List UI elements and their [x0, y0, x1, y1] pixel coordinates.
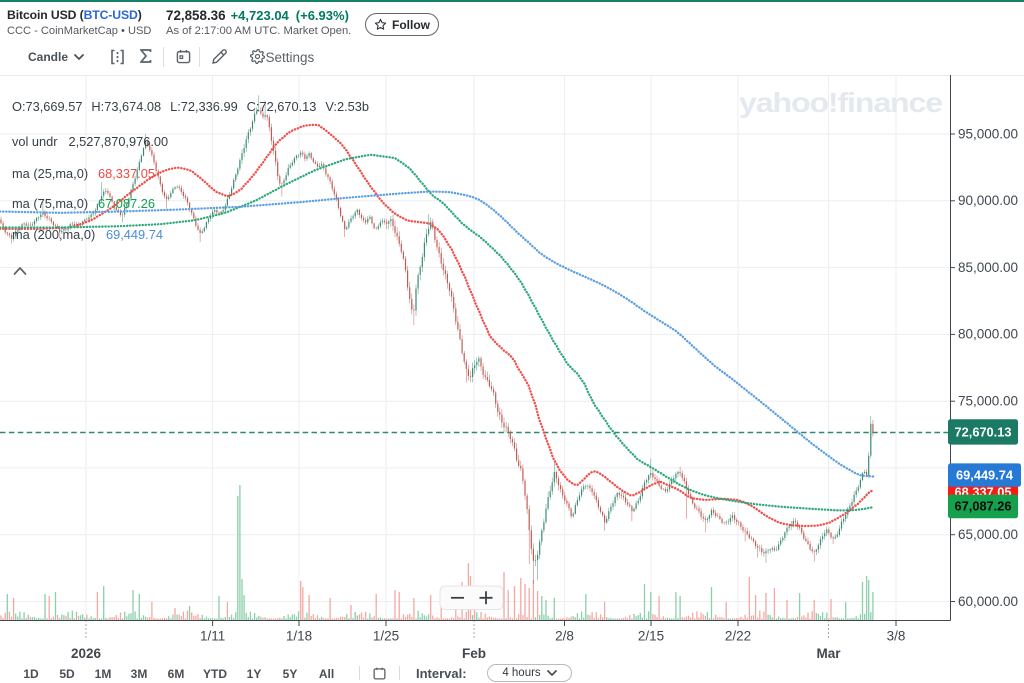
svg-text:ma (75,ma,0): ma (75,ma,0)	[12, 196, 88, 211]
svg-text:Feb: Feb	[462, 646, 486, 661]
svg-text:2026: 2026	[71, 646, 102, 661]
svg-text:67,087.26: 67,087.26	[98, 196, 155, 211]
svg-text:1/11: 1/11	[200, 629, 225, 644]
svg-text:95,000.00: 95,000.00	[958, 126, 1018, 141]
svg-text:90,000.00: 90,000.00	[958, 193, 1018, 208]
svg-text:75,000.00: 75,000.00	[958, 394, 1018, 409]
svg-text:2/22: 2/22	[725, 629, 751, 644]
svg-text:vol undr: vol undr	[12, 134, 58, 149]
svg-text:68,337.05: 68,337.05	[98, 166, 155, 181]
svg-text:69,449.74: 69,449.74	[106, 227, 163, 242]
svg-text:80,000.00: 80,000.00	[958, 327, 1018, 342]
svg-text:85,000.00: 85,000.00	[958, 260, 1018, 275]
svg-text:69,449.74: 69,449.74	[956, 468, 1014, 483]
svg-text:67,087.26: 67,087.26	[955, 499, 1012, 514]
svg-text:1/18: 1/18	[286, 629, 312, 644]
svg-text:ma (200,ma,0): ma (200,ma,0)	[12, 227, 95, 242]
svg-text:2,527,870,976.00: 2,527,870,976.00	[69, 134, 169, 149]
svg-text:Mar: Mar	[816, 646, 841, 661]
svg-text:65,000.00: 65,000.00	[958, 527, 1018, 542]
svg-text:2/8: 2/8	[555, 629, 574, 644]
svg-text:1/25: 1/25	[373, 629, 399, 644]
svg-text:ma (25,ma,0): ma (25,ma,0)	[12, 166, 88, 181]
svg-text:O:73,669.57 H:73,674.08 L:72: O:73,669.57 H:73,674.08 L:72,336.99 C:72…	[12, 99, 369, 114]
svg-text:60,000.00: 60,000.00	[958, 594, 1018, 609]
svg-text:3/8: 3/8	[887, 629, 906, 644]
svg-text:72,670.13: 72,670.13	[955, 425, 1012, 440]
svg-text:2/15: 2/15	[638, 629, 664, 644]
svg-text:yahoo!finance: yahoo!finance	[739, 87, 942, 118]
